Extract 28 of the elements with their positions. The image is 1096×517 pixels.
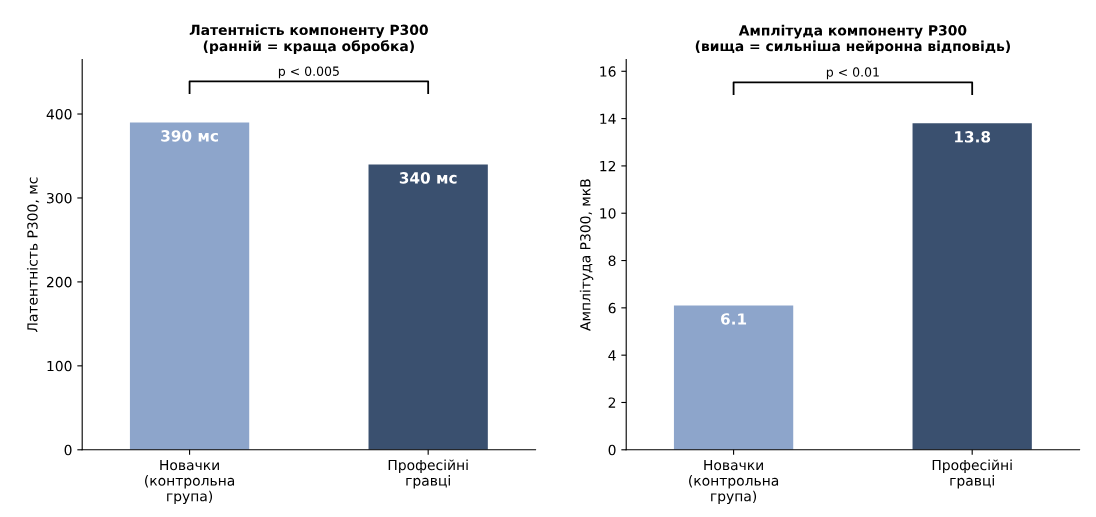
chart-title: Латентність компоненту P300 (ранній = краща обробка) (189, 24, 428, 55)
x-tick-label: Професійні гравці (388, 459, 468, 489)
y-tick-label: 6 (608, 302, 616, 314)
data-label: 6.1 (721, 313, 747, 325)
x-tick-label: Професійні гравці (932, 459, 1012, 489)
y-tick-label: 100 (47, 360, 72, 372)
data-label: 390 мс (161, 130, 218, 142)
y-tick-label: 12 (600, 160, 616, 172)
chart-title: Амплітуда компоненту P300 (вища = сильніша нейронна відповідь) (695, 24, 1010, 55)
data-label: 340 мс (399, 172, 457, 184)
y-tick-label: 200 (46, 276, 72, 288)
y-axis-title: Амплітуда P300, мкВ (579, 179, 594, 331)
x-tick-label: Новачки (контрольна група) (145, 459, 235, 505)
y-tick-label: 0 (608, 444, 616, 456)
y-tick-label: 400 (46, 108, 72, 120)
y-axis-title: Латентність P300, мс (26, 177, 40, 332)
data-label: 13.8 (955, 131, 991, 143)
y-tick-label: 0 (64, 444, 72, 456)
y-tick-label: 300 (47, 192, 72, 204)
y-tick-label: 16 (600, 66, 616, 77)
y-tick-label: 14 (600, 113, 616, 124)
annotation: p < 0.005 (278, 66, 339, 79)
y-tick-label: 4 (608, 350, 616, 361)
y-tick-label: 8 (608, 255, 616, 267)
y-tick-label: 2 (608, 397, 616, 408)
y-tick-label: 10 (600, 208, 616, 219)
x-tick-label: Новачки (контрольна група) (689, 459, 779, 505)
annotation: p < 0.01 (826, 67, 879, 80)
